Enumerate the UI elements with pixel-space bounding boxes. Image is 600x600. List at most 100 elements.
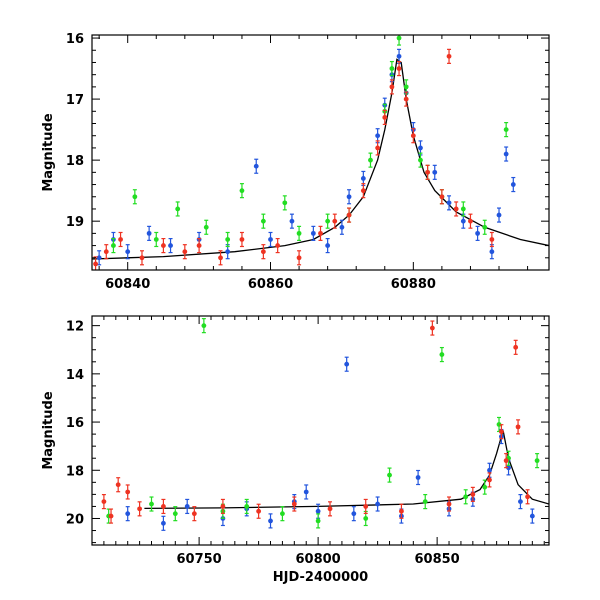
data-point bbox=[446, 195, 452, 211]
plot-frame bbox=[91, 315, 550, 546]
data-point bbox=[375, 140, 381, 156]
data-point bbox=[146, 225, 152, 241]
data-point bbox=[275, 237, 281, 254]
data-point bbox=[339, 219, 345, 235]
y-tick-label: 19 bbox=[66, 215, 84, 230]
data-point bbox=[296, 225, 302, 241]
data-point bbox=[387, 467, 392, 483]
data-point bbox=[460, 201, 466, 217]
data-point bbox=[280, 506, 285, 522]
data-point bbox=[425, 164, 431, 180]
data-point bbox=[403, 91, 409, 107]
data-point bbox=[396, 60, 402, 77]
data-point bbox=[239, 183, 245, 199]
data-point bbox=[482, 219, 488, 235]
data-point bbox=[303, 484, 309, 500]
data-point bbox=[268, 513, 273, 529]
data-point bbox=[346, 207, 352, 223]
data-point bbox=[475, 225, 480, 241]
data-point bbox=[534, 453, 540, 469]
data-point bbox=[346, 189, 352, 205]
data-point bbox=[118, 231, 123, 248]
bottom-panel: 60750 60800 60850 12 14 16 18 20 Magnitude HJD-24… bbox=[41, 315, 550, 585]
data-point bbox=[318, 225, 323, 241]
data-point bbox=[203, 219, 209, 235]
data-point bbox=[111, 237, 116, 254]
data-point bbox=[291, 496, 297, 512]
green-points bbox=[111, 35, 509, 254]
data-point bbox=[161, 498, 166, 515]
data-point bbox=[453, 201, 459, 217]
data-point bbox=[382, 109, 388, 126]
data-point bbox=[396, 35, 402, 46]
y-tick-label: 18 bbox=[66, 154, 84, 169]
x-tick-label: 60850 bbox=[415, 552, 460, 567]
green-points bbox=[106, 318, 540, 529]
data-point bbox=[446, 48, 452, 64]
data-point bbox=[315, 513, 321, 529]
data-point bbox=[93, 256, 98, 270]
data-point bbox=[172, 506, 178, 522]
red-points bbox=[101, 320, 530, 524]
plot-frame bbox=[91, 34, 550, 271]
data-point bbox=[363, 498, 369, 515]
data-point bbox=[439, 346, 445, 363]
data-point bbox=[487, 472, 492, 488]
data-point bbox=[529, 508, 535, 524]
data-point bbox=[375, 496, 381, 512]
y-axis-label: Magnitude bbox=[41, 391, 56, 470]
data-point bbox=[244, 498, 250, 515]
data-point bbox=[503, 146, 509, 162]
data-point bbox=[225, 231, 231, 248]
data-point bbox=[260, 213, 266, 229]
data-point bbox=[463, 489, 469, 505]
data-point bbox=[296, 250, 302, 266]
data-point bbox=[260, 244, 266, 260]
data-point bbox=[518, 494, 523, 510]
data-point bbox=[184, 498, 190, 515]
data-point bbox=[256, 503, 262, 519]
data-point bbox=[132, 189, 138, 205]
data-point bbox=[327, 501, 333, 517]
data-point bbox=[503, 453, 509, 469]
data-point bbox=[389, 79, 395, 95]
data-point bbox=[510, 176, 516, 193]
data-point bbox=[153, 231, 159, 248]
data-point bbox=[418, 152, 423, 168]
data-point bbox=[282, 195, 288, 211]
y-axis-label: Magnitude bbox=[41, 113, 56, 192]
x-tick-label: 60800 bbox=[296, 552, 341, 567]
data-point bbox=[125, 244, 131, 260]
data-point bbox=[399, 503, 404, 519]
data-point bbox=[415, 469, 421, 486]
data-point bbox=[506, 450, 511, 466]
data-point bbox=[503, 122, 509, 138]
data-point bbox=[489, 231, 495, 248]
data-point bbox=[125, 506, 131, 522]
data-point bbox=[360, 183, 366, 199]
data-point bbox=[432, 164, 438, 180]
red-points bbox=[93, 48, 495, 270]
data-point bbox=[515, 419, 521, 435]
data-point bbox=[125, 484, 131, 500]
data-point bbox=[368, 152, 373, 168]
data-point bbox=[201, 318, 207, 334]
y-tick-label: 18 bbox=[66, 464, 84, 479]
data-point bbox=[351, 506, 357, 522]
data-point bbox=[496, 207, 502, 223]
data-point bbox=[161, 237, 166, 254]
x-tick-label: 60880 bbox=[391, 277, 436, 292]
y-tick-label: 20 bbox=[66, 512, 84, 527]
data-point bbox=[268, 231, 273, 248]
x-tick-label: 60860 bbox=[248, 277, 293, 292]
data-point bbox=[103, 244, 109, 260]
data-point bbox=[220, 498, 226, 515]
data-point bbox=[175, 201, 181, 217]
y-tick-label: 16 bbox=[66, 416, 84, 431]
x-axis-label: HJD-2400000 bbox=[273, 570, 368, 585]
data-point bbox=[108, 508, 114, 524]
y-tick-label: 16 bbox=[66, 32, 84, 47]
plot-area bbox=[101, 318, 549, 531]
y-tick-label: 14 bbox=[66, 368, 84, 383]
top-panel: 60840 60860 60880 16 17 18 19 Magnitude bbox=[41, 32, 550, 292]
